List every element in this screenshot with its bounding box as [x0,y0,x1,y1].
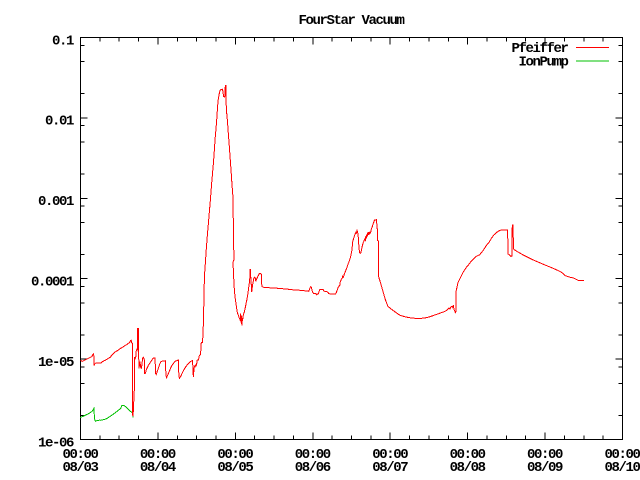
svg-text:00:00: 00:00 [295,447,331,463]
svg-text:0.001: 0.001 [38,194,74,210]
svg-text:00:00: 00:00 [604,447,640,463]
svg-text:08/09: 08/09 [527,460,563,476]
svg-text:08/10: 08/10 [604,460,640,476]
svg-text:0.0001: 0.0001 [31,275,74,291]
svg-text:FourStar Vacuum: FourStar Vacuum [298,13,404,29]
svg-text:08/03: 08/03 [62,460,98,476]
svg-text:0.01: 0.01 [45,114,74,130]
svg-text:00:00: 00:00 [450,447,486,463]
svg-text:00:00: 00:00 [62,447,98,463]
svg-text:1e-05: 1e-05 [38,355,74,371]
svg-text:1e-06: 1e-06 [38,435,74,451]
svg-text:08/07: 08/07 [372,460,408,476]
svg-text:IonPump: IonPump [518,55,568,71]
svg-text:0.1: 0.1 [52,33,74,49]
svg-text:00:00: 00:00 [372,447,408,463]
svg-text:00:00: 00:00 [527,447,563,463]
svg-text:08/04: 08/04 [140,460,176,476]
svg-text:00:00: 00:00 [217,447,253,463]
svg-text:08/06: 08/06 [295,460,331,476]
svg-text:Pfeiffer: Pfeiffer [511,41,568,57]
svg-text:08/05: 08/05 [217,460,253,476]
svg-text:00:00: 00:00 [140,447,176,463]
svg-text:08/08: 08/08 [450,460,486,476]
